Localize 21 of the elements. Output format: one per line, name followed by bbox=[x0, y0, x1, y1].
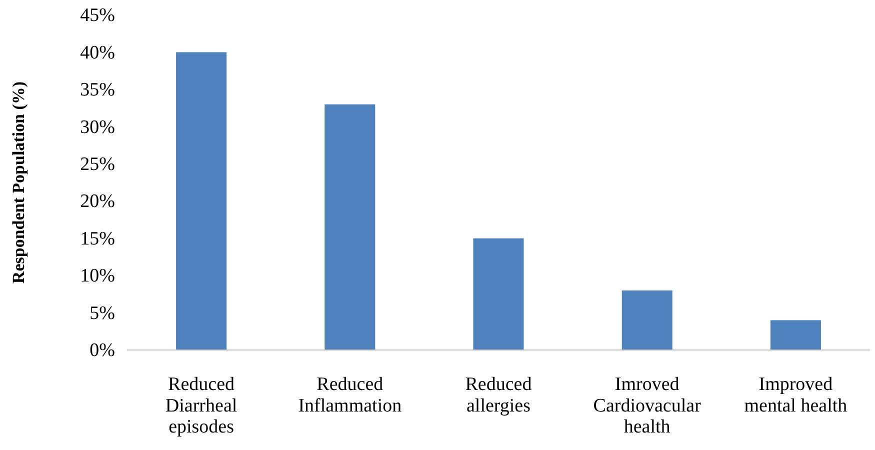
x-tick-label: Improved mental health bbox=[744, 374, 848, 416]
bar bbox=[770, 320, 821, 350]
x-tick-label: Reduced Inflammation bbox=[298, 374, 402, 416]
y-tick-label: 20% bbox=[80, 191, 116, 212]
x-tick-label: Reduced Diarrheal episodes bbox=[165, 374, 238, 438]
bar bbox=[473, 238, 524, 350]
x-tick-label: Imroved Cardiovacular health bbox=[593, 374, 702, 438]
y-tick-label: 25% bbox=[80, 154, 116, 175]
bar bbox=[176, 52, 227, 350]
y-tick-label: 15% bbox=[80, 228, 116, 250]
bar bbox=[324, 104, 376, 350]
bar bbox=[622, 290, 672, 350]
x-tick-label: Reduced allergies bbox=[465, 374, 532, 416]
y-axis-title: Respondent Population (%) bbox=[9, 81, 28, 284]
y-tick-label: 10% bbox=[80, 266, 116, 287]
y-tick-label: 30% bbox=[80, 116, 116, 138]
y-tick-label: 40% bbox=[80, 42, 116, 64]
y-tick-label: 0% bbox=[90, 340, 116, 362]
y-tick-label: 35% bbox=[80, 80, 116, 101]
y-tick-label: 45% bbox=[80, 5, 116, 26]
y-tick-label: 5% bbox=[90, 302, 116, 324]
